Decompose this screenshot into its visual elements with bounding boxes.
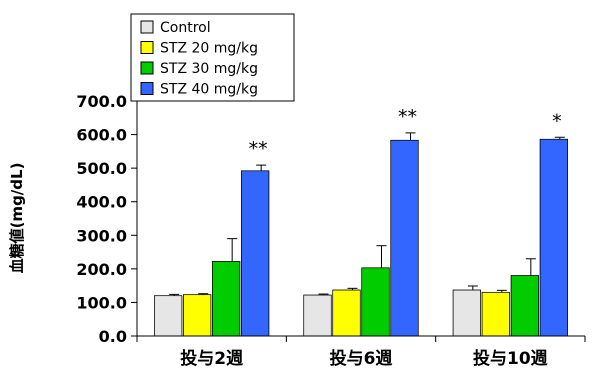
bar-shading bbox=[212, 261, 240, 336]
bar-shading bbox=[362, 268, 389, 336]
y-tick-label: 100.0 bbox=[76, 293, 127, 312]
y-tick-label: 500.0 bbox=[76, 159, 127, 178]
y-tick-label: 0.0 bbox=[99, 327, 127, 346]
bar-shading bbox=[183, 295, 211, 336]
x-category-label: 投与2週 bbox=[180, 348, 243, 369]
y-tick-label: 200.0 bbox=[76, 260, 127, 279]
legend-swatch bbox=[140, 82, 154, 95]
y-tick-label: 700.0 bbox=[76, 92, 127, 111]
bar-shading bbox=[304, 295, 331, 336]
significance-mark: * bbox=[552, 110, 562, 132]
y-tick-label: 600.0 bbox=[76, 126, 127, 145]
legend-box bbox=[130, 13, 295, 102]
bar-shading bbox=[453, 290, 481, 336]
significance-annotations: **** * bbox=[249, 106, 562, 160]
legend-swatch bbox=[140, 20, 154, 34]
x-axis-categories: 投与2週 投与6週 投与10週 bbox=[180, 348, 547, 369]
significance-mark: ** bbox=[249, 138, 268, 160]
bar-shading bbox=[333, 290, 360, 336]
legend-swatch bbox=[140, 41, 154, 54]
bars bbox=[154, 132, 568, 337]
axes bbox=[136, 101, 586, 342]
x-category-label: 投与10週 bbox=[473, 348, 548, 369]
legend-label: STZ 30 mg/kg bbox=[160, 61, 258, 77]
y-tick-label: 300.0 bbox=[76, 226, 127, 245]
y-axis-ticks: 0.0 100.0 200.0 300.0 400.0 500.0 600.0 700.0 bbox=[76, 92, 137, 346]
significance-mark: ** bbox=[398, 106, 417, 128]
legend: Control STZ 20 mg/kg STZ 30 mg/kg STZ 40 mg… bbox=[130, 13, 295, 102]
legend-label: Control bbox=[160, 20, 211, 36]
bar-shading bbox=[241, 171, 269, 336]
legend-swatch bbox=[140, 61, 154, 75]
bar-shading bbox=[511, 276, 539, 336]
legend-label: STZ 20 mg/kg bbox=[160, 41, 258, 57]
bar-shading bbox=[482, 292, 510, 336]
bar-shading bbox=[154, 296, 182, 336]
legend-label: STZ 40 mg/kg bbox=[160, 82, 258, 98]
y-tick-label: 400.0 bbox=[76, 193, 127, 212]
y-axis-label: 血糖値(mg/dL) bbox=[8, 163, 26, 274]
bar-shading bbox=[540, 139, 568, 336]
x-category-label: 投与6週 bbox=[330, 348, 393, 369]
bar-shading bbox=[391, 140, 418, 336]
